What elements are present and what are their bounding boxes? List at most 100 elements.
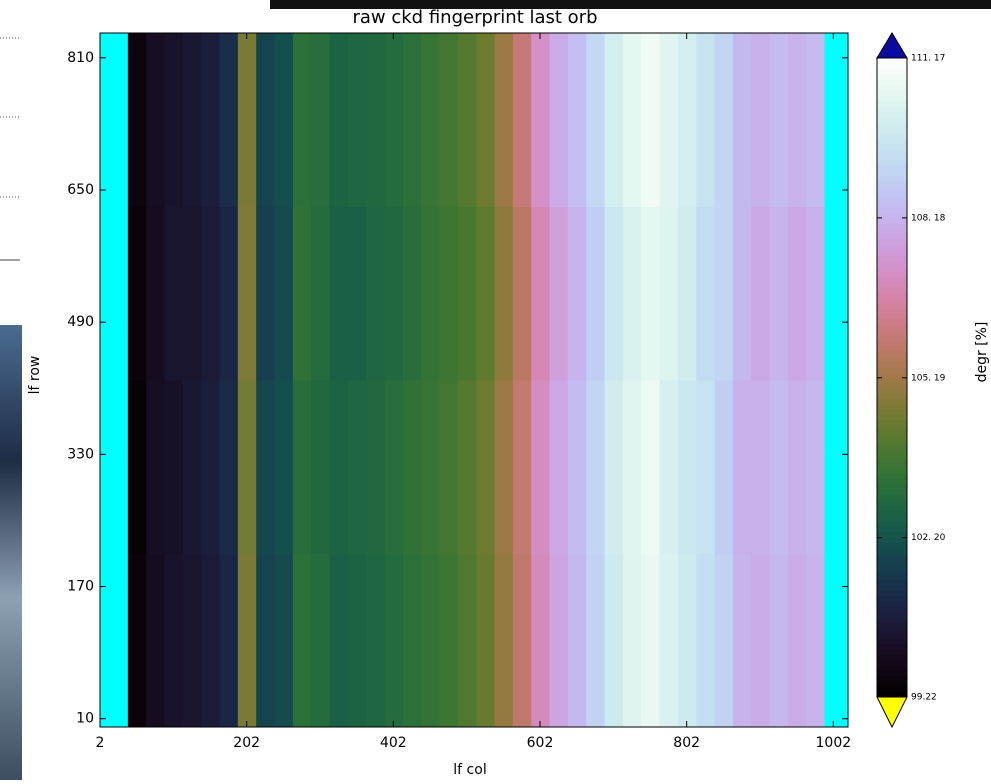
- colorbar-strip: [877, 606, 907, 613]
- heatmap-cell: [146, 380, 166, 554]
- colorbar-strip: [877, 542, 907, 549]
- heatmap-cell: [274, 33, 294, 207]
- colorbar-strip: [877, 681, 907, 687]
- heatmap-cell: [146, 33, 166, 207]
- heatmap-cell: [384, 206, 404, 381]
- colorbar-strip: [877, 191, 907, 198]
- colorbar-strip: [877, 366, 907, 373]
- heatmap-cell: [549, 380, 569, 554]
- colorbar-strip: [877, 265, 907, 272]
- heatmap-cell: [586, 33, 606, 207]
- heatmap-cell: [219, 553, 239, 728]
- heatmap-cell: [769, 33, 789, 207]
- colorbar-strip: [877, 127, 907, 134]
- colorbar-strip: [877, 531, 907, 538]
- heatmap-cell: [457, 33, 477, 207]
- y-tick-label: 810: [67, 50, 94, 66]
- heatmap-cell: [219, 380, 239, 554]
- heatmap-cell: [164, 206, 184, 381]
- heatmap-cell: [476, 33, 496, 207]
- heatmap-cell: [769, 206, 789, 381]
- heatmap-cell: [677, 206, 697, 381]
- colorbar-tick-label: 99.22: [911, 693, 937, 703]
- colorbar-label: degr [%]: [974, 322, 990, 383]
- colorbar-strip: [877, 153, 907, 160]
- colorbar-strip: [877, 249, 907, 256]
- y-tick-label: 170: [67, 579, 94, 595]
- x-tick-label: 402: [380, 735, 407, 751]
- heatmap-cell: [256, 380, 276, 554]
- heatmap-cell: [439, 206, 459, 381]
- colorbar-strip: [877, 505, 907, 512]
- colorbar-strip: [877, 207, 907, 214]
- colorbar-strip: [877, 223, 907, 229]
- heatmap-cell: [476, 380, 496, 554]
- colorbar-strip: [877, 393, 907, 400]
- colorbar-strip: [877, 361, 907, 368]
- heatmap-cell: [439, 33, 459, 207]
- colorbar-strip: [877, 446, 907, 453]
- colorbar-strip: [877, 180, 907, 187]
- heatmap-cell: [494, 206, 514, 381]
- colorbar-strip: [877, 478, 907, 485]
- heatmap-cell: [146, 206, 166, 381]
- heatmap-cell: [769, 553, 789, 728]
- heatmap-cell: [146, 553, 166, 728]
- heatmap-cell: [421, 206, 441, 381]
- heatmap-cell: [512, 33, 532, 207]
- heatmap-cell: [641, 33, 661, 207]
- colorbar-over: [876, 32, 908, 59]
- heatmap-cell: [806, 33, 826, 207]
- heatmap-cell: [531, 33, 551, 207]
- colorbar-under: [876, 696, 908, 729]
- heatmap-cell: [127, 33, 147, 207]
- colorbar-strip: [877, 654, 907, 661]
- heatmap-cell: [549, 553, 569, 728]
- colorbar-strip: [877, 239, 907, 245]
- colorbar-strip: [877, 659, 907, 666]
- y-tick-label: 490: [67, 314, 94, 330]
- heatmap-cell: [567, 206, 587, 381]
- heatmap-cell: [494, 380, 514, 554]
- colorbar-strip: [877, 58, 907, 64]
- colorbar-strip: [877, 292, 907, 299]
- colorbar-strip: [877, 643, 907, 650]
- colorbar-strip: [877, 484, 907, 490]
- heatmap-cell: [457, 206, 477, 381]
- heatmap-cell: [677, 380, 697, 554]
- heatmap-cell: [787, 380, 807, 554]
- colorbar-strip: [877, 329, 907, 336]
- heatmap-cell: [164, 33, 184, 207]
- x-tick-label: 1002: [816, 735, 852, 751]
- colorbar-strip: [877, 585, 907, 592]
- heatmap-cell: [659, 380, 679, 554]
- colorbar-strip: [877, 334, 907, 341]
- colorbar-strip: [877, 547, 907, 554]
- heatmap-cell: [347, 380, 367, 554]
- heatmap-cell: [494, 33, 514, 207]
- colorbar-strip: [877, 143, 907, 150]
- heatmap-cell: [824, 33, 849, 207]
- heatmap-cell: [127, 553, 147, 728]
- heatmap-cell: [421, 380, 441, 554]
- colorbar-strip: [877, 137, 907, 144]
- colorbar-strip: [877, 233, 907, 240]
- heatmap-cell: [366, 553, 386, 728]
- colorbar-strip: [877, 281, 907, 288]
- heatmap-cell: [164, 553, 184, 728]
- colorbar-strip: [877, 382, 907, 389]
- heatmap-cell: [732, 206, 752, 381]
- heatmap-cell: [567, 33, 587, 207]
- y-tick-label: 650: [67, 182, 94, 198]
- heatmap-cell: [806, 206, 826, 381]
- heatmap-cell: [476, 206, 496, 381]
- colorbar-strip: [877, 441, 907, 448]
- colorbar-strip: [877, 271, 907, 277]
- colorbar-strip: [877, 201, 907, 208]
- heatmap-cell: [512, 206, 532, 381]
- colorbar-strip: [877, 595, 907, 602]
- heatmap-cell: [274, 553, 294, 728]
- colorbar-strip: [877, 73, 907, 80]
